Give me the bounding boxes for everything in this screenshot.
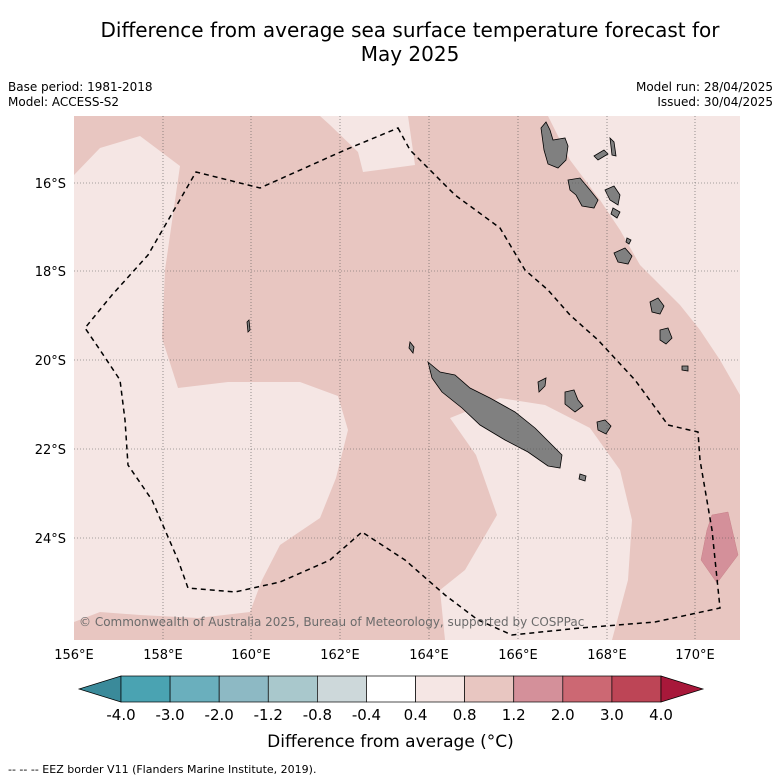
colorbar-segment [317, 675, 367, 703]
longitude-ticks: 156°E 158°E 160°E 162°E 164°E 166°E 168°E 170°E [54, 648, 715, 663]
island-tanna [659, 327, 673, 345]
lat-tick-label: 16°S [35, 177, 66, 192]
colorbar-segment [464, 675, 515, 703]
colorbar-extend-low [77, 675, 122, 703]
land-masses [246, 121, 689, 482]
colorbar-segment [415, 675, 465, 703]
graticule [74, 116, 740, 640]
colorbar-segment [267, 675, 318, 703]
base-period: Base period: 1981-2018 [8, 80, 153, 94]
island-chesterfield [246, 319, 251, 333]
colorbar-label: Difference from average (°C) [267, 732, 514, 752]
colorbar: -4.0 -3.0 -2.0 -1.2 -0.8 -0.4 0.4 0.8 1.2 2.0 3.0 4… [77, 675, 705, 724]
colorbar-segment [120, 675, 171, 703]
lon-tick-label: 168°E [587, 648, 627, 663]
issued-date: Issued: 30/04/2025 [657, 95, 773, 109]
lon-tick-label: 156°E [54, 648, 94, 663]
island-malekula [567, 177, 599, 209]
colorbar-tick-label: 4.0 [649, 706, 673, 724]
eez-border [84, 127, 721, 636]
lon-tick-label: 158°E [143, 648, 183, 663]
latitude-ticks: 16°S 18°S 20°S 22°S 24°S [35, 177, 66, 547]
lat-tick-label: 24°S [35, 532, 66, 547]
colorbar-tick-label: -3.0 [155, 706, 184, 724]
lon-tick-label: 160°E [231, 648, 271, 663]
colorbar-segment [513, 675, 564, 703]
lon-tick-label: 166°E [498, 648, 538, 663]
island-malo [593, 149, 609, 161]
title-line-1: Difference from average sea surface temp… [100, 18, 720, 42]
anomaly-region-mid [74, 116, 740, 640]
island-emae [625, 237, 632, 245]
colorbar-tick-label: 0.4 [404, 706, 428, 724]
meta-right: Model run: 28/04/2025 Issued: 30/04/2025 [636, 80, 773, 110]
colorbar-segment [366, 675, 416, 703]
island-aneityum [681, 365, 689, 372]
island-maewo [609, 136, 617, 157]
page-title: Difference from average sea surface temp… [60, 18, 760, 66]
lon-tick-label: 170°E [675, 648, 715, 663]
island-ouvea [537, 377, 547, 393]
colorbar-tick-label: 1.2 [502, 706, 526, 724]
island-efate [613, 247, 633, 265]
island-belep [408, 341, 415, 354]
island-ambrym [610, 207, 621, 219]
map-area: © Commonwealth of Australia 2025, Bureau… [74, 116, 740, 640]
colorbar-tick-label: -1.2 [254, 706, 283, 724]
colorbar-segment [169, 675, 220, 703]
new-caledonia-main [427, 360, 563, 469]
lat-tick-label: 18°S [35, 265, 66, 280]
lat-tick-label: 22°S [35, 443, 66, 458]
colorbar-tick-label: 0.8 [453, 706, 477, 724]
colorbar-tick-label: -0.4 [352, 706, 381, 724]
colorbar-segment [562, 675, 613, 703]
island-mare [596, 419, 612, 435]
lon-tick-label: 164°E [409, 648, 449, 663]
colorbar-tick-label: -4.0 [106, 706, 135, 724]
title-line-2: May 2025 [360, 42, 460, 66]
colorbar-segment [218, 675, 269, 703]
model-run: Model run: 28/04/2025 [635, 80, 773, 94]
colorbar-tick-label: -0.8 [303, 706, 332, 724]
eez-footnote: -- -- -- EEZ border V11 (Flanders Marine… [8, 763, 317, 776]
lon-tick-label: 162°E [320, 648, 360, 663]
meta-left: Base period: 1981-2018 Model: ACCESS-S2 [8, 80, 153, 110]
island-espiritu-santo [540, 121, 569, 169]
colorbar-tick-label: 2.0 [551, 706, 575, 724]
copyright-notice: © Commonwealth of Australia 2025, Bureau… [79, 615, 584, 629]
model-name: Model: ACCESS-S2 [8, 95, 120, 109]
island-erromango [649, 297, 665, 315]
lat-tick-label: 20°S [35, 354, 66, 369]
island-pines [578, 473, 587, 482]
colorbar-tick-label: 3.0 [600, 706, 624, 724]
colorbar-segment [611, 675, 662, 703]
colorbar-extend-high [660, 675, 705, 703]
colorbar-tick-label: -2.0 [205, 706, 234, 724]
island-lifou [564, 389, 584, 413]
island-pentecost [604, 185, 621, 206]
